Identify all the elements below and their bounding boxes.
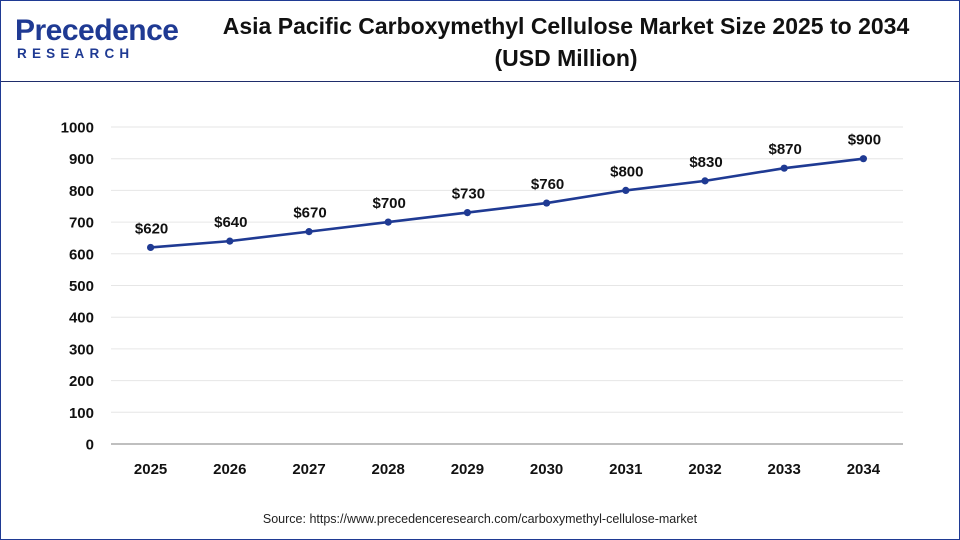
data-label: $900 [848,132,881,149]
y-tick-label: 500 [69,278,94,295]
series-line [150,157,864,249]
y-tick-label: 0 [86,437,94,454]
data-point [147,243,155,252]
y-tick-label: 300 [69,341,94,358]
source-note: Source: https://www.precedenceresearch.c… [262,512,698,526]
data-label: $830 [689,154,722,171]
logo-brand-top-text: Precedence [15,14,179,47]
data-point [384,218,392,226]
data-label: $640 [214,214,247,231]
y-tick-label: 1000 [61,120,94,137]
data-label: $620 [135,220,168,237]
logo-brand-top: Precedence [15,14,179,47]
header-divider [1,81,959,82]
x-tick-label: 2025 [134,461,167,478]
header: Precedence RESEARCH Asia Pacific Carboxy… [1,1,959,81]
x-tick-label: 2026 [213,461,246,478]
y-tick-label: 200 [69,373,94,390]
x-tick-label: 2034 [847,461,881,478]
data-label: $870 [769,141,802,158]
data-point [305,228,313,236]
data-point [780,164,788,172]
x-tick-label: 2028 [372,461,405,478]
x-tick-label: 2031 [609,461,642,478]
data-label: $760 [531,176,564,193]
y-tick-label: 400 [69,310,94,327]
data-point [622,186,630,194]
data-label: $700 [373,195,406,212]
data-point [701,177,709,185]
chart-title: Asia Pacific Carboxymethyl Cellulose Mar… [171,10,960,74]
brand-logo: Precedence RESEARCH [15,15,179,65]
y-tick-label: 900 [69,151,94,168]
x-tick-label: 2027 [292,461,325,478]
data-point [463,208,471,217]
y-tick-label: 100 [69,405,94,422]
x-tick-label: 2030 [530,461,563,478]
data-point [226,237,234,245]
data-point [543,199,551,207]
y-tick-label: 700 [69,215,94,232]
y-tick-label: 600 [69,246,94,263]
data-point [859,155,868,163]
chart-title-line1: Asia Pacific Carboxymethyl Cellulose Mar… [222,13,910,39]
chart-title-line2: (USD Million) [494,45,638,71]
x-tick-label: 2029 [451,461,484,478]
y-tick-label: 800 [69,183,94,200]
data-label: $800 [610,163,643,180]
x-tick-label: 2033 [768,461,801,478]
data-label: $670 [293,205,326,222]
logo-brand-bottom: RESEARCH [17,46,135,61]
x-tick-label: 2032 [688,461,721,478]
data-label: $730 [452,186,485,203]
